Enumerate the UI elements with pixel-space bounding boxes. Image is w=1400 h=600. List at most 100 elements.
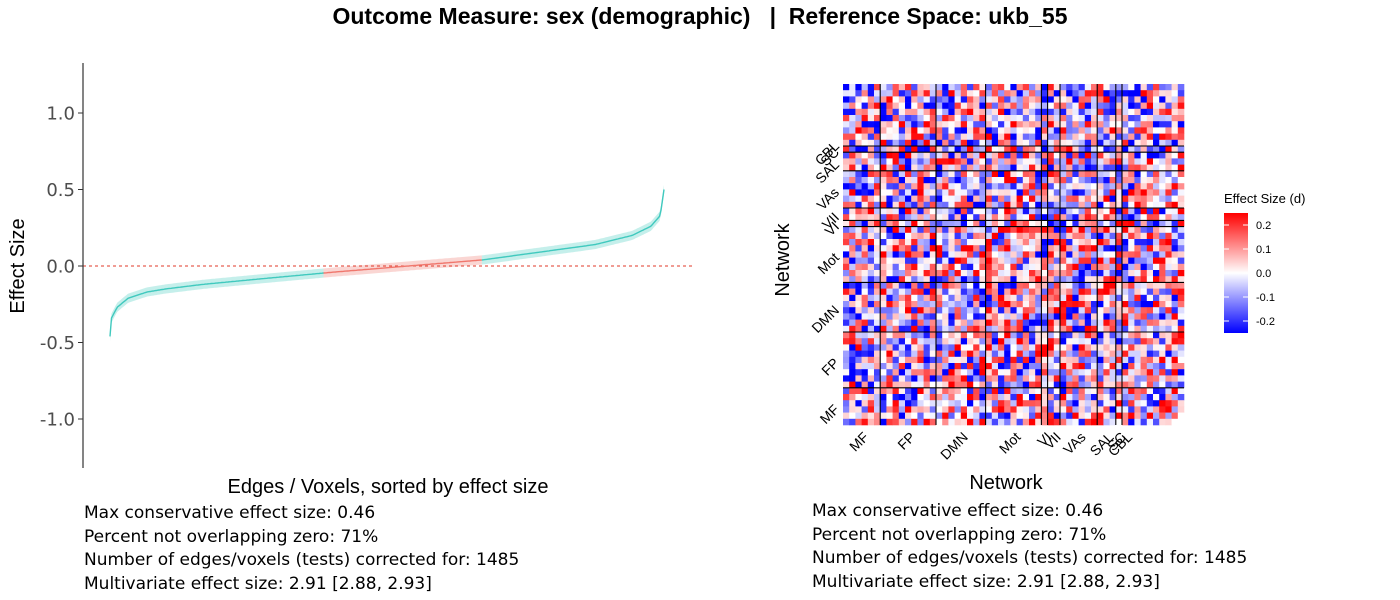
heatmap-cell (1122, 375, 1129, 382)
heatmap-cell (880, 344, 887, 351)
heatmap-cell (1004, 220, 1011, 227)
heatmap-cell (1053, 394, 1061, 401)
heatmap-cell (1091, 139, 1098, 147)
heatmap-cell (911, 319, 918, 327)
heatmap-cell (917, 214, 924, 221)
heatmap-cell (1047, 121, 1055, 128)
heatmap-cell (1140, 183, 1148, 190)
heatmap-cell (1115, 133, 1123, 141)
heatmap-cell (1122, 301, 1129, 308)
heatmap-cell (1134, 139, 1141, 147)
heatmap-cell (1165, 288, 1172, 296)
heatmap-cell (917, 319, 924, 327)
heatmap-cell (1091, 338, 1098, 345)
heatmap-cell (874, 418, 881, 426)
heatmap-cell (849, 276, 856, 283)
heatmap-cell (843, 313, 850, 320)
heatmap-cell (998, 102, 1005, 110)
heatmap-cell (1053, 288, 1061, 296)
heatmap-cell (1078, 282, 1086, 289)
heatmap-cell (1177, 239, 1185, 246)
heatmap-cell (911, 375, 918, 382)
heatmap-cell (954, 406, 962, 413)
heatmap-cell (991, 115, 999, 122)
heatmap-cell (917, 152, 924, 159)
heatmap-cell (1134, 400, 1141, 407)
heatmap-cell (880, 102, 887, 110)
heatmap-cell (1122, 96, 1129, 103)
heatmap-cell (1165, 282, 1172, 289)
heatmap-cell (929, 350, 937, 358)
heatmap-cell (1122, 276, 1129, 283)
heatmap-cell (855, 158, 862, 165)
heatmap-cell (898, 232, 906, 240)
heatmap-cell (1084, 164, 1092, 172)
heatmap-cell (1171, 96, 1179, 103)
heatmap-cell (867, 350, 875, 358)
heatmap-cell (855, 251, 862, 258)
heatmap-cell (923, 245, 931, 252)
heatmap-cell (1153, 344, 1160, 351)
heatmap-cell (1134, 319, 1141, 327)
heatmap-cell (954, 276, 962, 283)
heatmap-cell (1140, 177, 1148, 184)
heatmap-cell (1103, 276, 1110, 283)
heatmap-cell (973, 208, 980, 215)
heatmap-cell (911, 387, 918, 395)
heatmap-cell (1016, 139, 1024, 147)
heatmap-cell (936, 294, 943, 302)
heatmap-cell (1066, 108, 1073, 116)
heatmap-cell (1016, 146, 1024, 153)
heatmap-cell (1016, 276, 1024, 283)
heatmap-cell (973, 127, 980, 134)
heatmap-cell (960, 406, 968, 413)
heatmap-cell (1029, 319, 1036, 327)
heatmap-cell (1004, 412, 1011, 420)
heatmap-cell (843, 369, 850, 376)
heatmap-cell (874, 363, 881, 370)
legend-tick-label: -0.2 (1256, 316, 1275, 328)
heatmap-cell (1041, 406, 1048, 413)
heatmap-cell (1177, 381, 1185, 389)
legend-title: Effect Size (d) (1224, 191, 1305, 206)
heatmap-cell (1171, 276, 1179, 283)
heatmap-cell (1128, 208, 1135, 215)
heatmap-cell (1053, 115, 1061, 122)
heatmap-cell (985, 245, 993, 252)
heatmap-cell (1109, 363, 1117, 370)
heatmap-cell (936, 208, 943, 215)
heatmap-cell (1134, 288, 1141, 296)
heatmap-cell (948, 170, 955, 178)
heatmap-cell (1035, 84, 1042, 91)
heatmap-cell (954, 245, 962, 252)
heatmap-cell (867, 387, 875, 395)
heatmap-cell (917, 412, 924, 420)
heatmap-cell (1072, 146, 1079, 153)
heatmap-cell (1016, 263, 1024, 271)
heatmap-cell (1060, 319, 1067, 327)
heatmap-cell (1072, 121, 1079, 128)
heatmap-cell (923, 115, 931, 122)
heatmap-cell (1171, 332, 1179, 339)
heatmap-cell (1109, 170, 1117, 178)
heatmap-cell (1078, 325, 1086, 333)
heatmap-cell (1153, 164, 1160, 172)
heatmap-cell (1084, 170, 1092, 178)
heatmap-cell (979, 288, 986, 296)
heatmap-cell (1053, 381, 1061, 389)
heatmap-cell (923, 418, 931, 426)
heatmap-cell (1171, 245, 1179, 252)
heatmap-cell (874, 201, 881, 209)
heatmap-cell (985, 369, 993, 376)
heatmap-cell (1097, 418, 1104, 426)
heatmap-cell (1041, 344, 1048, 351)
heatmap-cell (936, 139, 943, 147)
heatmap-cell (1047, 270, 1055, 277)
heatmap-cell (874, 127, 881, 134)
heatmap-cell (991, 263, 999, 271)
heatmap-cell (1153, 239, 1160, 246)
heatmap-cell (1066, 270, 1073, 277)
heatmap-cell (1041, 158, 1048, 165)
heatmap-cell (1010, 121, 1017, 128)
heatmap-cell (1171, 356, 1179, 364)
